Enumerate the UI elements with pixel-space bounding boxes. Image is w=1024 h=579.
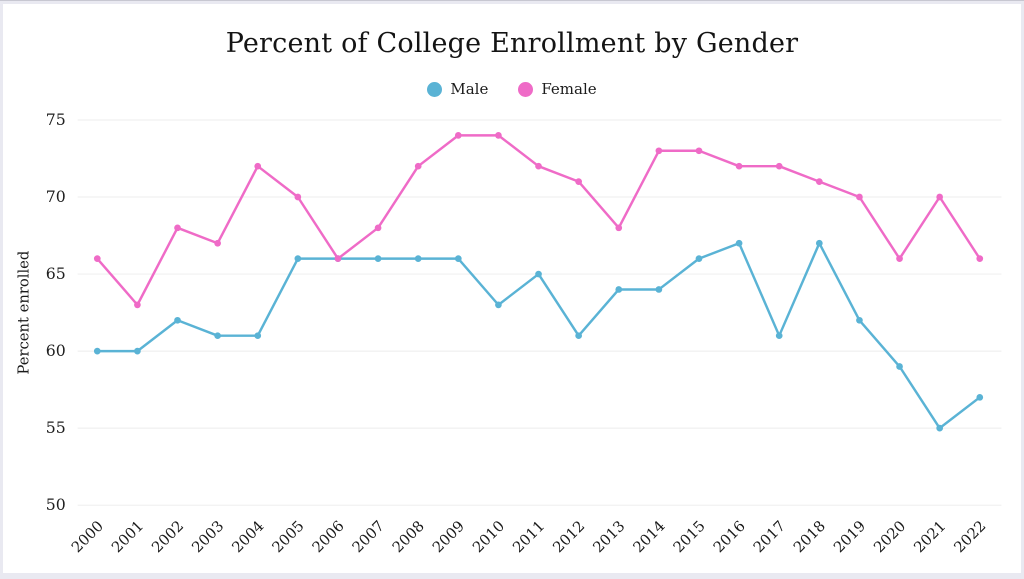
- x-tick-label: 2013: [590, 518, 629, 557]
- y-axis-label: Percent enrolled: [15, 251, 32, 375]
- data-point-male: [374, 255, 382, 262]
- x-tick-label: 2018: [790, 518, 829, 557]
- y-tick-label: 65: [46, 264, 66, 283]
- data-point-female: [495, 132, 502, 139]
- data-point-male: [414, 255, 422, 262]
- data-point-male: [294, 255, 302, 262]
- data-point-male: [896, 363, 903, 370]
- legend-label-male: Male: [450, 80, 489, 98]
- window-top-edge: [0, 0, 1024, 1]
- data-point-male: [856, 316, 863, 324]
- data-point-male: [495, 301, 502, 309]
- y-tick-label: 50: [46, 495, 66, 514]
- data-point-male: [214, 332, 221, 340]
- male-series-swatch: [427, 81, 443, 97]
- data-point-female: [374, 224, 382, 232]
- legend-label-female: Female: [541, 80, 597, 98]
- data-point-female: [254, 162, 262, 170]
- x-tick-label: 2019: [831, 518, 870, 557]
- data-point-male: [575, 332, 582, 340]
- data-point-female: [896, 255, 903, 262]
- data-point-female: [976, 255, 984, 262]
- data-point-female: [134, 301, 141, 309]
- data-point-female: [575, 178, 582, 185]
- x-tick-label: 2021: [911, 518, 950, 557]
- x-tick-label: 2005: [269, 518, 308, 557]
- x-tick-label: 2011: [510, 518, 549, 557]
- data-point-male: [976, 393, 984, 401]
- data-point-male: [134, 347, 141, 355]
- x-tick-label: 2006: [309, 518, 348, 557]
- data-point-female: [735, 162, 743, 170]
- data-point-female: [615, 224, 623, 232]
- data-point-male: [695, 255, 703, 262]
- data-point-male: [655, 286, 663, 293]
- x-tick-label: 2016: [710, 518, 749, 557]
- x-tick-label: 2003: [189, 518, 228, 557]
- data-point-male: [93, 347, 101, 355]
- data-point-female: [93, 255, 101, 262]
- x-tick-label: 2017: [750, 518, 789, 557]
- data-point-female: [936, 193, 944, 201]
- x-tick-label: 2014: [630, 518, 669, 557]
- x-tick-label: 2002: [149, 518, 188, 557]
- data-point-male: [815, 239, 823, 247]
- x-tick-label: 2000: [68, 518, 107, 557]
- chart-title: Percent of College Enrollment by Gender: [225, 28, 799, 59]
- x-tick-label: 2022: [951, 518, 990, 557]
- x-tick-label: 2012: [550, 518, 589, 557]
- data-point-male: [936, 424, 944, 432]
- chart-legend: Male Female: [3, 80, 1021, 98]
- data-point-male: [254, 332, 262, 340]
- data-point-female: [454, 132, 462, 139]
- data-point-male: [735, 239, 743, 247]
- data-point-male: [454, 255, 462, 262]
- legend-item-male: Male: [427, 80, 488, 98]
- data-point-female: [775, 162, 783, 170]
- legend-item-female: Female: [518, 80, 597, 98]
- data-point-male: [174, 316, 181, 324]
- data-point-female: [815, 178, 823, 185]
- y-tick-label: 70: [46, 187, 66, 206]
- data-point-female: [214, 239, 221, 247]
- data-point-female: [294, 193, 302, 201]
- female-series-swatch: [518, 81, 534, 97]
- x-tick-label: 2015: [670, 518, 709, 557]
- line-chart: 50 55 60 65 70 75 2000 2001 2002 2003 2004 2005 2006…: [15, 110, 1002, 557]
- data-point-female: [174, 224, 181, 232]
- y-tick-label: 55: [46, 418, 66, 437]
- data-point-female: [535, 162, 542, 170]
- data-point-female: [334, 255, 342, 262]
- data-point-female: [856, 193, 863, 201]
- y-tick-label: 75: [46, 110, 66, 129]
- chart-card: Percent of College Enrollment by Gender …: [3, 4, 1021, 573]
- x-tick-label: 2020: [871, 518, 910, 557]
- x-tick-label: 2008: [389, 518, 428, 557]
- data-point-male: [615, 286, 623, 293]
- series-line-female: [96, 134, 982, 307]
- data-point-female: [695, 147, 703, 155]
- x-tick-label: 2004: [229, 518, 268, 557]
- y-tick-label: 60: [46, 341, 66, 360]
- x-tick-label: 2001: [109, 518, 148, 557]
- data-point-female: [655, 147, 663, 155]
- x-tick-label: 2010: [470, 518, 509, 557]
- x-tick-label: 2007: [349, 518, 388, 557]
- data-point-male: [535, 270, 542, 278]
- data-point-male: [775, 332, 783, 340]
- data-point-female: [414, 162, 422, 170]
- x-tick-label: 2009: [429, 518, 468, 557]
